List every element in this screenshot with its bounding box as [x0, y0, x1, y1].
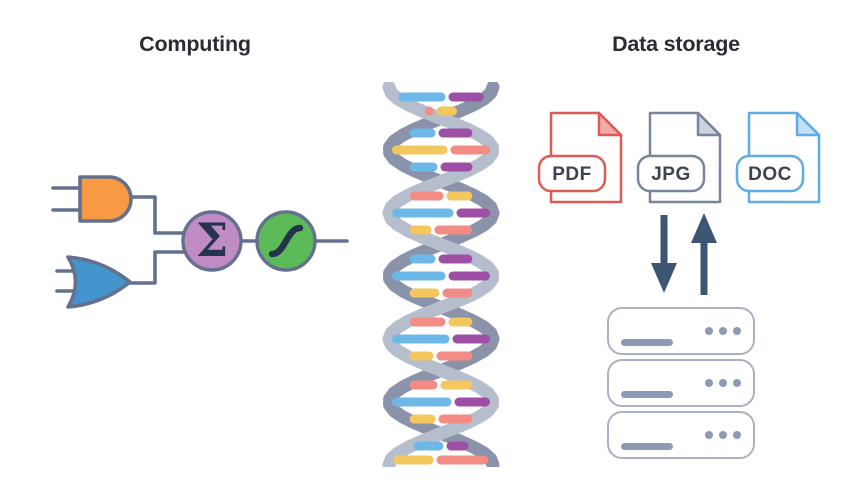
and-gate-input-wires — [51, 186, 85, 212]
server-led-dots — [705, 379, 741, 387]
helix-rung-left — [409, 191, 444, 201]
pdf-label: PDF — [552, 164, 592, 185]
or-to-sum-wire — [127, 250, 192, 285]
doc-label-badge — [735, 154, 805, 193]
helix-rung-right — [446, 191, 473, 201]
pdf-document-icon: PDF — [537, 111, 623, 204]
jpg-label: JPG — [651, 164, 691, 185]
and-gate-icon — [78, 175, 133, 223]
dna-helix-icon — [382, 82, 500, 467]
helix-rung-right — [442, 288, 473, 298]
helix-rung-right — [440, 162, 473, 172]
down-arrow-icon — [651, 215, 677, 293]
and-to-sum-wire — [129, 195, 192, 235]
sigmoid-curve-icon — [268, 224, 304, 258]
doc-document-icon: DOC — [735, 111, 821, 204]
computing-section-title: Computing — [139, 32, 251, 56]
helix-rung-left — [409, 380, 438, 390]
helix-rung-left — [409, 288, 440, 298]
helix-rung-right — [434, 225, 473, 235]
helix-rung-left — [409, 162, 438, 172]
helix-rung-right — [440, 380, 473, 390]
helix-rung-right — [438, 128, 473, 138]
helix-rung-right — [436, 106, 457, 116]
helix-rung-left — [409, 128, 436, 138]
helix-rung-left — [409, 351, 434, 361]
helix-rung-left — [392, 397, 452, 407]
server-led-dots — [705, 431, 741, 439]
helix-rung-right — [448, 92, 484, 102]
or-gate-icon — [66, 255, 132, 309]
server-unit-3 — [607, 411, 755, 459]
helix-rung-right — [456, 208, 490, 218]
doc-label: DOC — [748, 164, 792, 185]
helix-rung-left — [392, 145, 448, 155]
server-stack-icon — [607, 307, 755, 463]
helix-rung-right — [446, 441, 469, 451]
server-unit-1 — [607, 307, 755, 355]
data-storage-section-title: Data storage — [612, 32, 740, 56]
helix-rung-left — [409, 225, 432, 235]
helix-rung-right — [452, 334, 490, 344]
helix-rung-left — [425, 106, 434, 116]
sum-node — [181, 210, 243, 272]
helix-rung-right — [438, 414, 473, 424]
helix-rung-right — [448, 317, 473, 327]
helix-rung-left — [392, 208, 454, 218]
pdf-label-badge — [537, 154, 607, 193]
file-icon-pdf: PDF — [537, 110, 627, 205]
file-icon-doc: DOC — [735, 110, 825, 205]
helix-rung-left — [398, 92, 446, 102]
helix-rung-right — [448, 271, 490, 281]
helix-strand-front — [382, 82, 499, 467]
jpg-label-badge — [636, 154, 706, 193]
server-slot-bar — [621, 443, 673, 450]
server-slot-bar — [621, 339, 673, 346]
helix-rung-left — [392, 334, 450, 344]
pdf-folded-corner — [597, 111, 623, 137]
helix-rung-left — [409, 317, 446, 327]
helix-rung-right — [436, 351, 473, 361]
helix-rung-right — [450, 145, 490, 155]
helix-rung-right — [438, 254, 473, 264]
helix-rung-right — [454, 397, 490, 407]
server-slot-bar — [621, 391, 673, 398]
up-arrow-icon — [691, 213, 717, 295]
helix-rung-left — [409, 254, 436, 264]
server-led-dots — [705, 327, 741, 335]
sigma-symbol: Σ — [196, 213, 229, 267]
helix-strand-back — [383, 82, 500, 467]
data-transfer-arrows — [651, 213, 717, 295]
helix-rung-left — [413, 441, 444, 451]
helix-rung-left — [392, 271, 446, 281]
file-icon-jpg: JPG — [636, 110, 726, 205]
doc-folded-corner — [795, 111, 821, 137]
helix-rung-right — [436, 455, 489, 465]
helix-rung-left — [393, 455, 434, 465]
jpg-folded-corner — [696, 111, 722, 137]
server-unit-2 — [607, 359, 755, 407]
helix-rung-left — [409, 414, 436, 424]
computing-diagram: Σ — [51, 175, 349, 309]
jpg-document-icon: JPG — [636, 111, 722, 204]
